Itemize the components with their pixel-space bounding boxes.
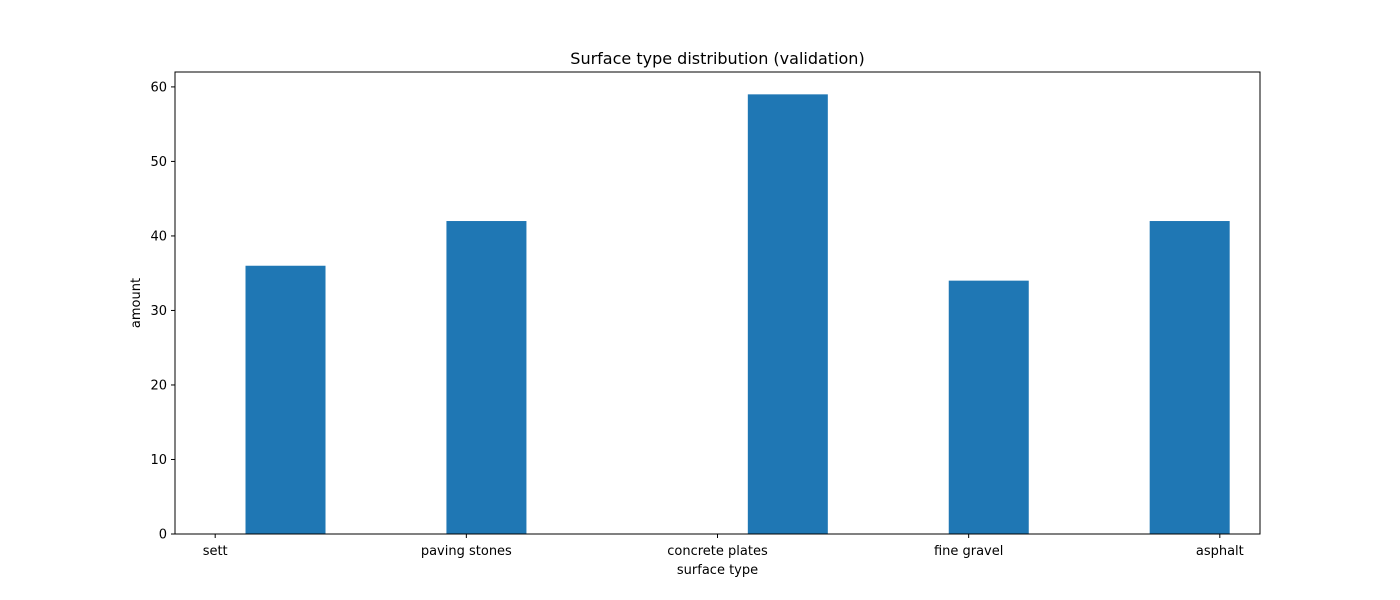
x-tick-label-asphalt: asphalt: [1196, 544, 1244, 559]
chart-title: Surface type distribution (validation): [570, 49, 864, 68]
x-axis: sett paving stones concrete plates fine gra…: [203, 534, 1244, 559]
y-tick-label: 0: [159, 528, 167, 543]
bar-fine-gravel: [948, 280, 1029, 534]
y-tick-label: 60: [150, 80, 167, 95]
y-tick-label: 50: [150, 155, 167, 170]
y-axis-label: amount: [129, 278, 144, 328]
bar-concrete-plates: [747, 94, 828, 534]
y-tick-label: 10: [150, 453, 167, 468]
bars-group: [245, 94, 1230, 534]
bar-asphalt: [1149, 221, 1230, 534]
x-tick-label-paving-stones: paving stones: [421, 544, 512, 559]
x-axis-label: surface type: [677, 563, 758, 578]
bar-paving-stones: [446, 221, 527, 534]
plot-frame: [174, 71, 1261, 535]
x-tick-label-fine-gravel: fine gravel: [934, 544, 1003, 559]
x-tick-label-concrete-plates: concrete plates: [667, 544, 768, 559]
y-tick-label: 40: [150, 229, 167, 244]
y-tick-label: 30: [150, 304, 167, 319]
x-tick-label-sett: sett: [203, 544, 228, 559]
bar-sett: [245, 265, 326, 534]
y-tick-label: 20: [150, 378, 167, 393]
y-axis: 0 10 20 30 40 50 60: [150, 80, 175, 543]
